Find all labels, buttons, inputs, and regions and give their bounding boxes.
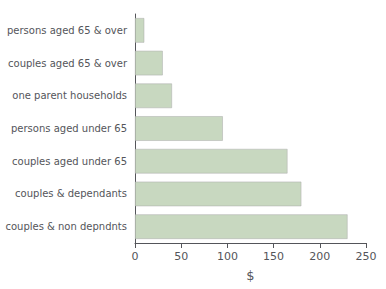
svg-text:one parent households: one parent households — [12, 90, 127, 101]
svg-text:0: 0 — [132, 250, 139, 263]
svg-text:persons aged 65 & over: persons aged 65 & over — [7, 25, 128, 36]
svg-text:persons aged under 65: persons aged under 65 — [11, 123, 127, 134]
svg-text:50: 50 — [174, 250, 188, 263]
svg-text:couples aged 65 & over: couples aged 65 & over — [8, 58, 128, 69]
svg-text:couples aged under 65: couples aged under 65 — [12, 156, 127, 167]
svg-text:$: $ — [246, 268, 254, 283]
svg-text:couples & non depndnts: couples & non depndnts — [5, 221, 127, 232]
svg-text:250: 250 — [356, 250, 377, 263]
svg-text:150: 150 — [263, 250, 284, 263]
svg-text:100: 100 — [217, 250, 238, 263]
svg-text:couples & dependants: couples & dependants — [15, 188, 127, 199]
svg-text:200: 200 — [309, 250, 330, 263]
